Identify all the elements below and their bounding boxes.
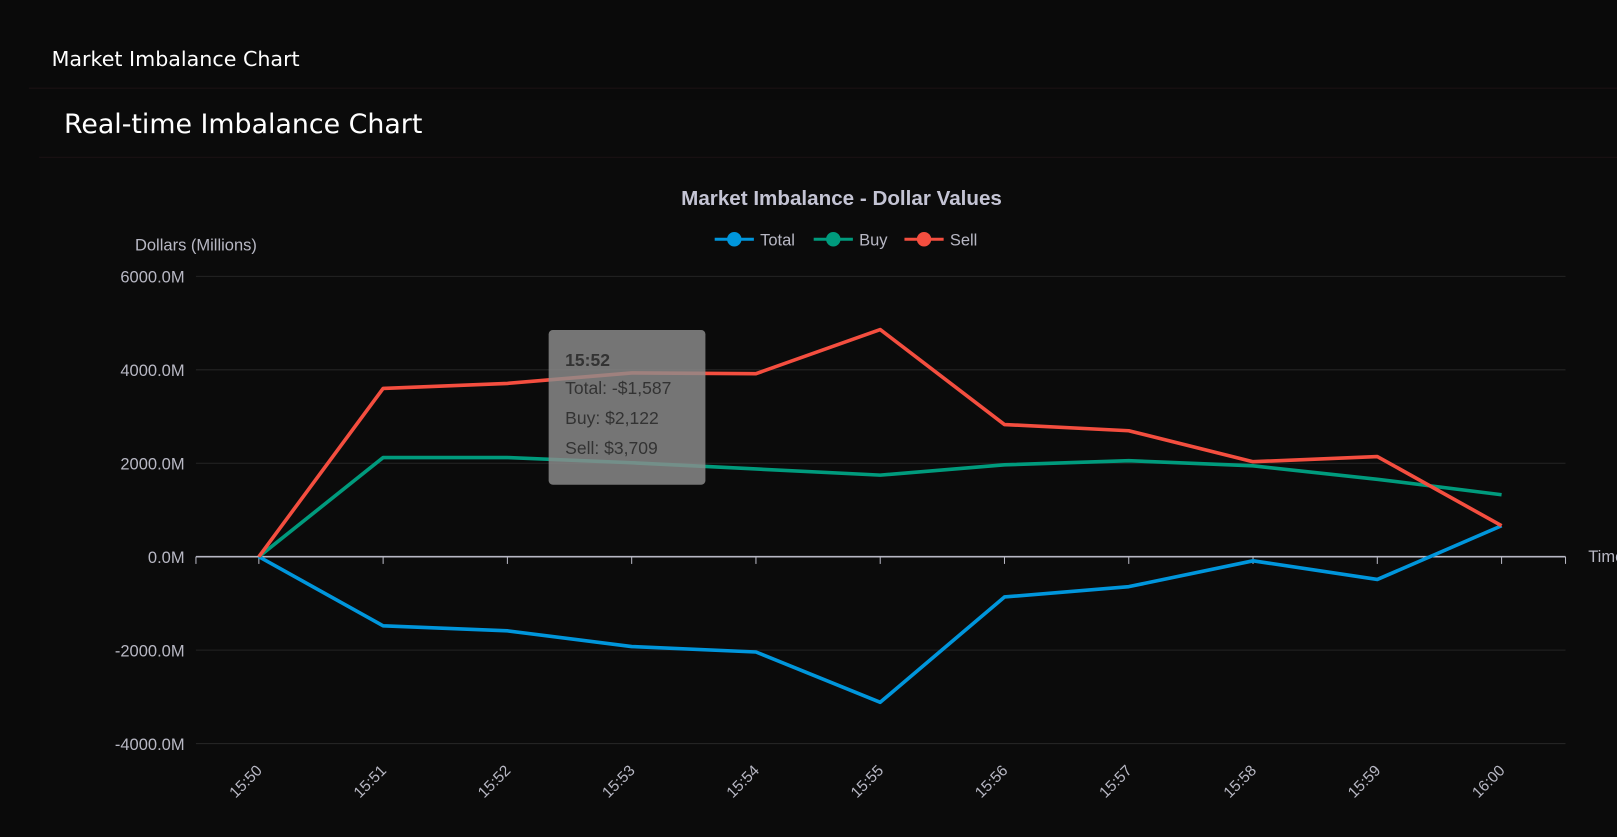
- chart-title: Market Imbalance - Dollar Values: [681, 187, 1002, 210]
- header-divider: [28, 87, 1617, 89]
- tooltip-sell: Sell: $3,709: [565, 438, 658, 458]
- y-tick-label: -4000.0M: [115, 736, 185, 754]
- y-axis-label: Dollars (Millions): [135, 237, 257, 255]
- y-tick-label: -2000.0M: [115, 642, 185, 660]
- x-tick-label: 15:50: [226, 762, 265, 801]
- x-tick-label: 15:51: [351, 762, 390, 801]
- legend-marker-sell: [916, 232, 932, 247]
- x-tick-label: 15:52: [475, 762, 514, 801]
- y-tick-label: 6000.0M: [120, 269, 184, 287]
- x-tick-label: 15:57: [1096, 762, 1135, 801]
- tooltip-title: 15:52: [565, 350, 610, 371]
- y-tick-label: 2000.0M: [120, 455, 184, 473]
- legend-marker-buy: [826, 232, 841, 247]
- tooltip: 15:52 Total: -$1,587 Buy: $2,122 Sell: $…: [548, 330, 706, 485]
- series-line-buy: [257, 455, 1502, 559]
- card-divider: [39, 156, 1617, 158]
- y-tick-label: 4000.0M: [120, 362, 184, 380]
- series-line-sell: [257, 327, 1503, 558]
- legend-label-buy: Buy: [859, 231, 888, 249]
- app-title: Market Imbalance Chart: [51, 46, 300, 72]
- legend-label-total: Total: [760, 231, 795, 249]
- x-tick-label: 15:53: [599, 762, 638, 801]
- x-tick-label: 15:59: [1345, 762, 1384, 801]
- x-tick-label: 15:55: [848, 762, 887, 801]
- tooltip-buy: Buy: $2,122: [565, 408, 659, 428]
- x-tick-label: 16:00: [1469, 762, 1508, 801]
- y-tick-label: 0.0M: [148, 549, 185, 567]
- legend-marker-total: [727, 232, 742, 247]
- x-tick-label: 15:56: [972, 762, 1011, 801]
- card-title: Real-time Imbalance Chart: [63, 109, 423, 141]
- chart-card: [39, 99, 1617, 837]
- tooltip-total: Total: -$1,587: [565, 378, 672, 399]
- legend-label-sell: Sell: [950, 231, 978, 249]
- x-axis-label: Time: [1588, 548, 1617, 566]
- series-line-total: [257, 524, 1503, 705]
- x-tick-label: 15:58: [1221, 762, 1260, 801]
- x-tick-label: 15:54: [724, 762, 764, 802]
